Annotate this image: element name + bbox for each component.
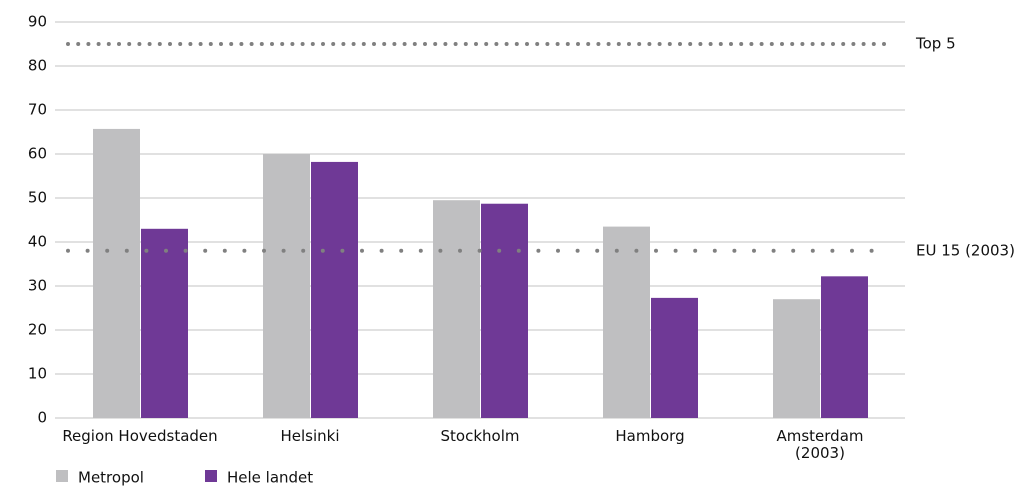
bar <box>263 154 310 418</box>
x-tick-label: Region Hovedstaden <box>62 427 218 445</box>
y-tick-label: 80 <box>28 57 47 75</box>
y-tick-label: 50 <box>28 189 47 207</box>
y-tick-label: 90 <box>28 13 47 31</box>
x-tick-label: Helsinki <box>280 427 340 445</box>
y-tick-label: 20 <box>28 321 47 339</box>
y-tick-label: 10 <box>28 365 47 383</box>
y-tick-label: 0 <box>37 409 47 427</box>
y-tick-label: 30 <box>28 277 47 295</box>
y-tick-label: 60 <box>28 145 47 163</box>
bar <box>651 297 698 418</box>
x-tick-label: Stockholm <box>440 427 520 445</box>
x-tick-label: Amsterdam (2003) <box>776 427 864 462</box>
bar <box>433 200 480 418</box>
legend-swatch <box>56 470 68 482</box>
reference-label: EU 15 (2003) <box>916 241 1015 259</box>
bar <box>773 299 820 418</box>
bar <box>481 203 528 418</box>
bar <box>311 161 358 419</box>
legend-label: Hele landet <box>227 469 313 486</box>
legend-swatch <box>205 470 217 482</box>
bar <box>93 128 140 419</box>
bar <box>603 226 650 418</box>
bar <box>821 276 868 418</box>
legend-label: Metropol <box>78 469 144 486</box>
y-tick-label: 70 <box>28 101 47 119</box>
y-tick-label: 40 <box>28 233 47 251</box>
reference-label: Top 5 <box>915 35 956 53</box>
x-tick-label: Hamborg <box>615 427 685 445</box>
bar <box>141 228 188 418</box>
